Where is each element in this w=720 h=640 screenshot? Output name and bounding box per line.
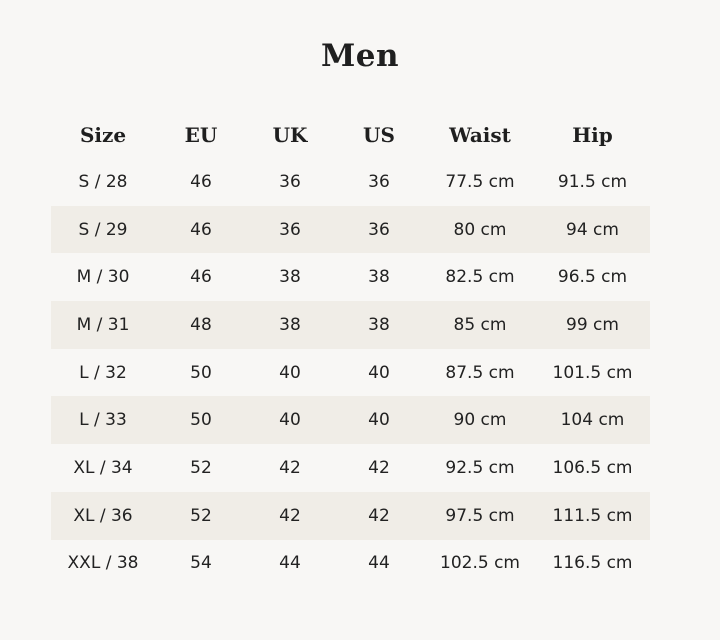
table-cell-us: 42 [333, 491, 425, 540]
table-cell-waist: 80 cm [425, 205, 535, 254]
page-title: Men [320, 38, 400, 74]
table-cell-us: 40 [368, 362, 390, 383]
table-cell-uk: 40 [247, 396, 333, 445]
table-cell-us: 42 [368, 457, 390, 478]
table-cell-eu: 52 [155, 491, 247, 540]
table-cell-hip: 111.5 cm [535, 491, 650, 540]
table-cell-us: 36 [368, 171, 390, 192]
table-cell-us: 40 [333, 396, 425, 445]
table-cell-size: L / 33 [51, 396, 155, 445]
table-cell-eu: 46 [190, 171, 212, 192]
table-cell-hip: 91.5 cm [557, 171, 628, 192]
table-cell-waist: 92.5 cm [445, 457, 515, 478]
table-cell-uk: 42 [279, 457, 301, 478]
table-cell-us: 38 [368, 267, 390, 288]
table-cell-hip: 106.5 cm [552, 457, 633, 478]
table-row: XL / 34 52 42 42 92.5 cm 106.5 cm [51, 444, 650, 492]
table-cell-size: S / 29 [51, 205, 155, 254]
table-cell-eu: 46 [190, 267, 212, 288]
table-cell-waist: 102.5 cm [440, 553, 520, 574]
table-row: S / 28 46 36 36 77.5 cm 91.5 cm [51, 158, 650, 206]
table-cell-hip: 99 cm [535, 301, 650, 349]
column-header-hip: Hip [572, 123, 613, 147]
table-cell-waist: 97.5 cm [425, 491, 535, 540]
table-header-row: Size EU UK US Waist Hip [51, 112, 650, 158]
column-header-uk: UK [272, 123, 308, 147]
column-header-waist: Waist [449, 123, 511, 147]
table-row: L / 33 50 40 40 90 cm 104 cm [51, 396, 650, 445]
column-header-size: Size [79, 123, 127, 147]
table-cell-eu: 54 [190, 553, 212, 574]
table-cell-uk: 42 [247, 491, 333, 540]
table-cell-size: XXL / 38 [67, 553, 139, 574]
table-cell-size: M / 31 [51, 301, 155, 349]
column-header-us: US [363, 123, 395, 147]
table-cell-uk: 40 [279, 362, 301, 383]
table-cell-waist: 87.5 cm [445, 362, 515, 383]
table-cell-hip: 116.5 cm [552, 553, 633, 574]
table-cell-uk: 38 [279, 267, 301, 288]
table-cell-size: M / 30 [76, 267, 130, 288]
table-cell-size: XL / 36 [51, 491, 155, 540]
table-row: M / 30 46 38 38 82.5 cm 96.5 cm [51, 253, 650, 301]
table-cell-hip: 101.5 cm [552, 362, 633, 383]
table-cell-waist: 90 cm [425, 396, 535, 445]
table-row: L / 32 50 40 40 87.5 cm 101.5 cm [51, 349, 650, 397]
table-row: S / 29 46 36 36 80 cm 94 cm [51, 205, 650, 254]
table-cell-size: L / 32 [79, 362, 127, 383]
table-cell-waist: 82.5 cm [445, 267, 515, 288]
column-header-eu: EU [184, 123, 218, 147]
table-cell-us: 44 [368, 553, 390, 574]
table-cell-eu: 48 [155, 301, 247, 349]
table-cell-us: 38 [333, 301, 425, 349]
table-cell-uk: 36 [279, 171, 301, 192]
table-cell-eu: 50 [190, 362, 212, 383]
table-cell-uk: 44 [279, 553, 301, 574]
table-row: XL / 36 52 42 42 97.5 cm 111.5 cm [51, 491, 650, 540]
table-cell-eu: 52 [190, 457, 212, 478]
table-cell-eu: 50 [155, 396, 247, 445]
table-cell-waist: 85 cm [425, 301, 535, 349]
table-cell-hip: 94 cm [535, 205, 650, 254]
table-row: M / 31 48 38 38 85 cm 99 cm [51, 301, 650, 349]
table-cell-size: XL / 34 [73, 457, 133, 478]
table-cell-hip: 104 cm [535, 396, 650, 445]
table-cell-uk: 36 [247, 205, 333, 254]
table-cell-eu: 46 [155, 205, 247, 254]
table-cell-size: S / 28 [78, 171, 128, 192]
table-row: XXL / 38 54 44 44 102.5 cm 116.5 cm [51, 540, 650, 588]
table-cell-us: 36 [333, 205, 425, 254]
table-cell-hip: 96.5 cm [557, 267, 628, 288]
table-cell-waist: 77.5 cm [445, 171, 515, 192]
size-chart-table: Size EU UK US Waist Hip S / 28 46 36 36 77.5 cm 91… [51, 112, 650, 587]
table-cell-uk: 38 [247, 301, 333, 349]
